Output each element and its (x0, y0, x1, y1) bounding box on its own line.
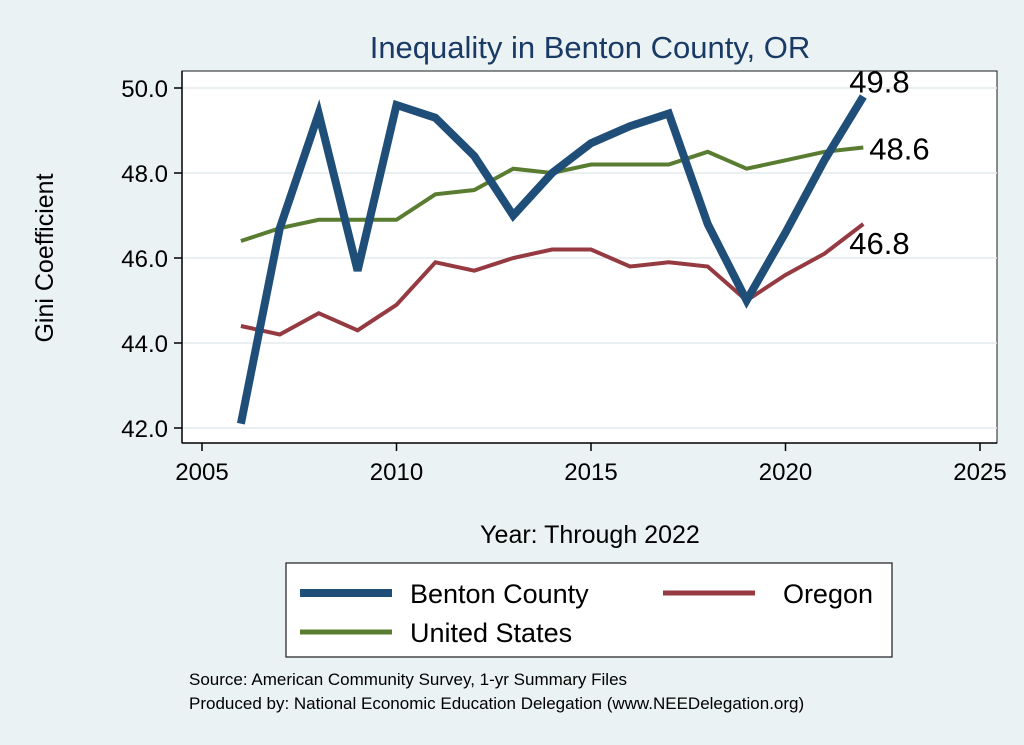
legend-box (285, 562, 893, 658)
x-tick-label: 2020 (759, 459, 812, 486)
y-axis-title: Gini Coefficient (31, 173, 59, 342)
plot-area (181, 70, 998, 444)
axes: 42.0 44.0 46.0 48.0 50.0 2005 2010 2015 2020 2025 (121, 71, 1007, 486)
y-tick-label: 46.0 (121, 246, 168, 273)
x-axis-title: Year: Through 2022 (480, 521, 700, 549)
chart-title: Inequality in Benton County, OR (370, 30, 811, 65)
x-tick-label: 2025 (953, 459, 1006, 486)
x-tick-label: 2015 (564, 459, 617, 486)
legend: Benton County Oregon United States (300, 579, 873, 648)
legend-label: United States (410, 618, 572, 648)
end-labels: 49.8 46.8 48.6 (849, 65, 929, 262)
legend-label: Benton County (410, 579, 589, 609)
end-value-label: 49.8 (849, 65, 909, 100)
y-tick-label: 44.0 (121, 331, 168, 358)
end-value-label: 48.6 (869, 132, 929, 167)
x-tick-label: 2010 (370, 459, 423, 486)
series-line-benton-county (236, 94, 867, 425)
series-line-oregon (240, 222, 865, 337)
source-note: Source: American Community Survey, 1-yr … (189, 670, 627, 689)
end-value-label: 46.8 (849, 226, 909, 261)
y-tick-label: 50.0 (121, 76, 168, 103)
y-tick-label: 48.0 (121, 161, 168, 188)
grid-lines (182, 87, 997, 429)
x-tick-label: 2005 (175, 459, 228, 486)
legend-label: Oregon (783, 579, 873, 609)
producer-note: Produced by: National Economic Education… (189, 694, 804, 713)
series-lines (236, 94, 867, 425)
y-tick-label: 42.0 (121, 416, 168, 443)
